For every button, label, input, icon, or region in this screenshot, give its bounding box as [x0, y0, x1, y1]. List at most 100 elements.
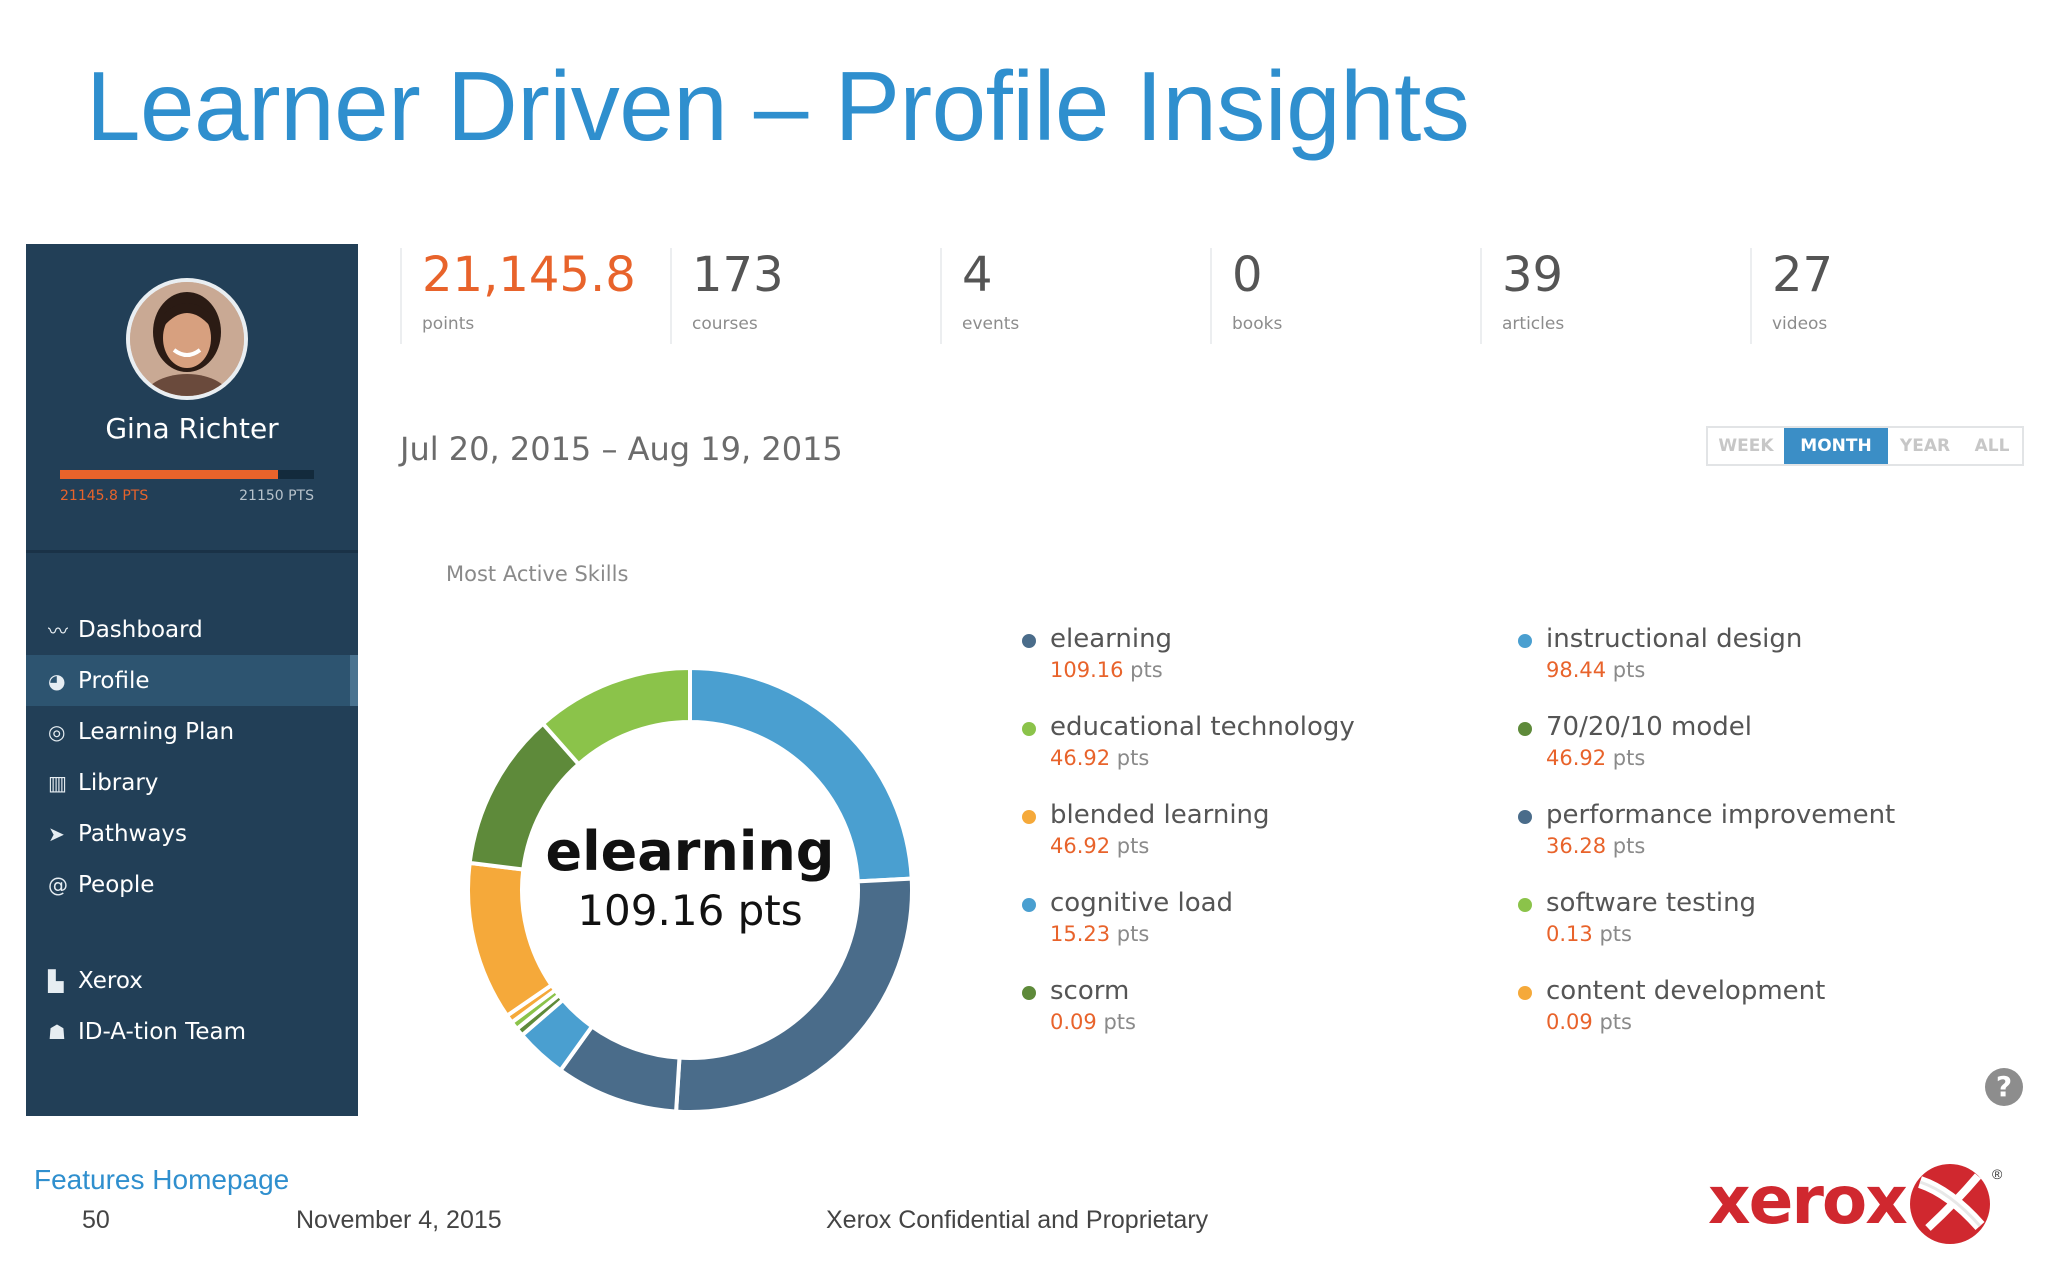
- sidebar-group-idation-team[interactable]: ☗ ID-A-tion Team: [26, 1006, 358, 1057]
- sidebar-item-learning-plan[interactable]: ◎ Learning Plan: [26, 706, 358, 757]
- range-month-button[interactable]: MONTH: [1784, 428, 1888, 464]
- legend-dot: [1518, 986, 1532, 1000]
- features-homepage-link[interactable]: Features Homepage: [34, 1164, 290, 1195]
- stat-videos[interactable]: 27 videos: [1750, 248, 1833, 344]
- stat-label: books: [1232, 314, 1283, 334]
- range-all-button[interactable]: ALL: [1974, 436, 2010, 456]
- legend-dot: [1518, 722, 1532, 736]
- legend-skill-points: 0.13 pts: [1546, 922, 1632, 946]
- legend-skill-name: content development: [1546, 976, 1826, 1006]
- legend-dot: [1518, 634, 1532, 648]
- legend-skill-points: 46.92 pts: [1050, 746, 1150, 770]
- sidebar-item-label: Pathways: [78, 820, 188, 847]
- range-toggle: WEEK MONTH YEAR ALL: [1706, 426, 2024, 466]
- stat-events[interactable]: 4 events: [940, 248, 1019, 344]
- chart-line-icon: 〰: [48, 619, 68, 643]
- page-number: 50: [82, 1206, 110, 1234]
- legend-dot: [1022, 722, 1036, 736]
- legend-skill-name: software testing: [1546, 888, 1757, 918]
- points-progress-bar: [60, 470, 314, 479]
- legend-skill-name: performance improvement: [1546, 800, 1896, 830]
- stat-value: 4: [962, 247, 993, 303]
- stat-points: 21,145.8 points: [400, 248, 636, 344]
- points-current: 21145.8 PTS: [60, 488, 149, 504]
- legend-skill-points: 46.92 pts: [1050, 834, 1150, 858]
- registered-mark: ®: [1992, 1166, 2003, 1182]
- legend-skill-points: 15.23 pts: [1050, 922, 1150, 946]
- stat-courses[interactable]: 173 courses: [670, 248, 784, 344]
- sidebar-group-xerox[interactable]: ▙ Xerox: [26, 955, 358, 1006]
- sidebar-item-people[interactable]: @ People: [26, 859, 358, 910]
- sidebar-item-pathways[interactable]: ➤ Pathways: [26, 808, 358, 859]
- user-name: Gina Richter: [105, 412, 279, 445]
- donut-center-label: elearning: [545, 820, 835, 883]
- stat-label: articles: [1502, 314, 1565, 334]
- stat-value: 173: [692, 247, 784, 303]
- at-icon: @: [48, 872, 68, 897]
- points-target: 21150 PTS: [239, 488, 314, 504]
- avatar-photo: [130, 282, 244, 396]
- confidential-notice: Xerox Confidential and Proprietary: [826, 1206, 1209, 1234]
- legend-dot: [1022, 898, 1036, 912]
- legend-skill-points: 0.09 pts: [1050, 1010, 1136, 1034]
- sidebar-item-dashboard[interactable]: 〰 Dashboard: [26, 604, 358, 655]
- legend-skill-name: 70/20/10 model: [1546, 712, 1752, 742]
- sidebar-item-label: ID-A-tion Team: [78, 1018, 246, 1045]
- legend-dot: [1022, 634, 1036, 648]
- points-progress-fill: [60, 470, 279, 479]
- users-icon: ☗: [48, 1019, 66, 1044]
- legend-skill-name: cognitive load: [1050, 888, 1234, 918]
- stat-label: events: [962, 314, 1020, 334]
- avatar[interactable]: [126, 278, 248, 400]
- sidebar-item-label: Profile: [78, 667, 150, 694]
- sidebar-item-label: People: [78, 871, 155, 898]
- range-week-button[interactable]: WEEK: [1718, 436, 1774, 456]
- legend-skill-name: scorm: [1050, 976, 1130, 1006]
- legend-skill-points: 46.92 pts: [1546, 746, 1646, 770]
- donut-center-value: 109.16 pts: [577, 886, 803, 935]
- legend-skill-name: educational technology: [1050, 712, 1355, 742]
- legend-skill-name: blended learning: [1050, 800, 1270, 830]
- legend-dot: [1518, 898, 1532, 912]
- donut-slice[interactable]: [540, 665, 692, 767]
- sidebar-item-profile[interactable]: ◕ Profile: [26, 655, 358, 706]
- sidebar-nav: 〰 Dashboard ◕ Profile ◎ Learning Plan ▥ …: [26, 604, 358, 1057]
- send-icon: ➤: [48, 821, 65, 846]
- help-icon[interactable]: ?: [1985, 1068, 2023, 1106]
- stat-label: points: [422, 314, 475, 334]
- stat-value: 21,145.8: [422, 247, 636, 303]
- stat-value: 27: [1772, 247, 1834, 303]
- slide-title: Learner Driven – Profile Insights: [86, 51, 1470, 161]
- sidebar-item-label: Library: [78, 769, 159, 796]
- legend-dot: [1022, 986, 1036, 1000]
- stat-label: courses: [692, 314, 758, 334]
- legend-dot: [1022, 810, 1036, 824]
- footer-date: November 4, 2015: [296, 1206, 502, 1234]
- sidebar-item-label: Xerox: [78, 967, 143, 994]
- user-icon: ◕: [48, 668, 66, 693]
- stat-label: videos: [1772, 314, 1828, 334]
- stat-articles[interactable]: 39 articles: [1480, 248, 1564, 344]
- building-icon: ▙: [48, 968, 64, 993]
- skills-donut-chart: [466, 665, 914, 1114]
- legend-skill-points: 0.09 pts: [1546, 1010, 1632, 1034]
- target-icon: ◎: [48, 719, 66, 744]
- sidebar-item-label: Dashboard: [78, 616, 203, 643]
- legend-skill-points: 109.16 pts: [1050, 658, 1163, 682]
- date-range: Jul 20, 2015 – Aug 19, 2015: [400, 430, 843, 468]
- donut-slice[interactable]: [466, 860, 555, 1019]
- nav-spacer: [26, 910, 358, 955]
- legend-skill-name: instructional design: [1546, 624, 1803, 654]
- stat-value: 39: [1502, 247, 1564, 303]
- xerox-logo-icon: [1910, 1164, 1990, 1244]
- library-icon: ▥: [48, 770, 67, 795]
- legend-skill-name: elearning: [1050, 624, 1173, 654]
- skills-title: Most Active Skills: [446, 562, 629, 586]
- stat-books[interactable]: 0 books: [1210, 248, 1282, 344]
- stat-value: 0: [1232, 247, 1263, 303]
- legend-skill-points: 36.28 pts: [1546, 834, 1646, 858]
- range-year-button[interactable]: YEAR: [1899, 436, 1951, 456]
- legend-dot: [1518, 810, 1532, 824]
- sidebar-divider: [26, 550, 358, 553]
- sidebar-item-library[interactable]: ▥ Library: [26, 757, 358, 808]
